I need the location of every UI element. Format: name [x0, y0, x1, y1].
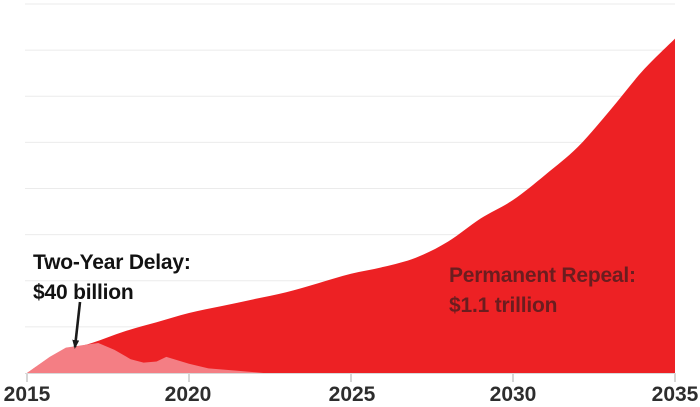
x-tick-label-2035: 2035: [651, 383, 699, 406]
x-tick-label-2025: 2025: [328, 383, 376, 406]
x-tick-label-2020: 2020: [164, 383, 212, 406]
x-tick-label-2015: 2015: [3, 383, 51, 406]
annotation-permanent-repeal: Permanent Repeal: $1.1 trillion: [449, 261, 636, 321]
annotation-permanent-repeal-title: Permanent Repeal:: [449, 264, 636, 287]
annotation-permanent-repeal-value: $1.1 trillion: [449, 294, 558, 317]
area-series-permanent-repeal: [27, 38, 675, 373]
annotation-two-year-delay-value: $40 billion: [33, 281, 134, 304]
annotation-two-year-delay-title: Two-Year Delay:: [33, 251, 191, 274]
x-tick-label-2030: 2030: [489, 383, 537, 406]
area-series-two-year-delay: [27, 343, 264, 373]
annotation-two-year-delay: Two-Year Delay: $40 billion: [33, 248, 191, 308]
